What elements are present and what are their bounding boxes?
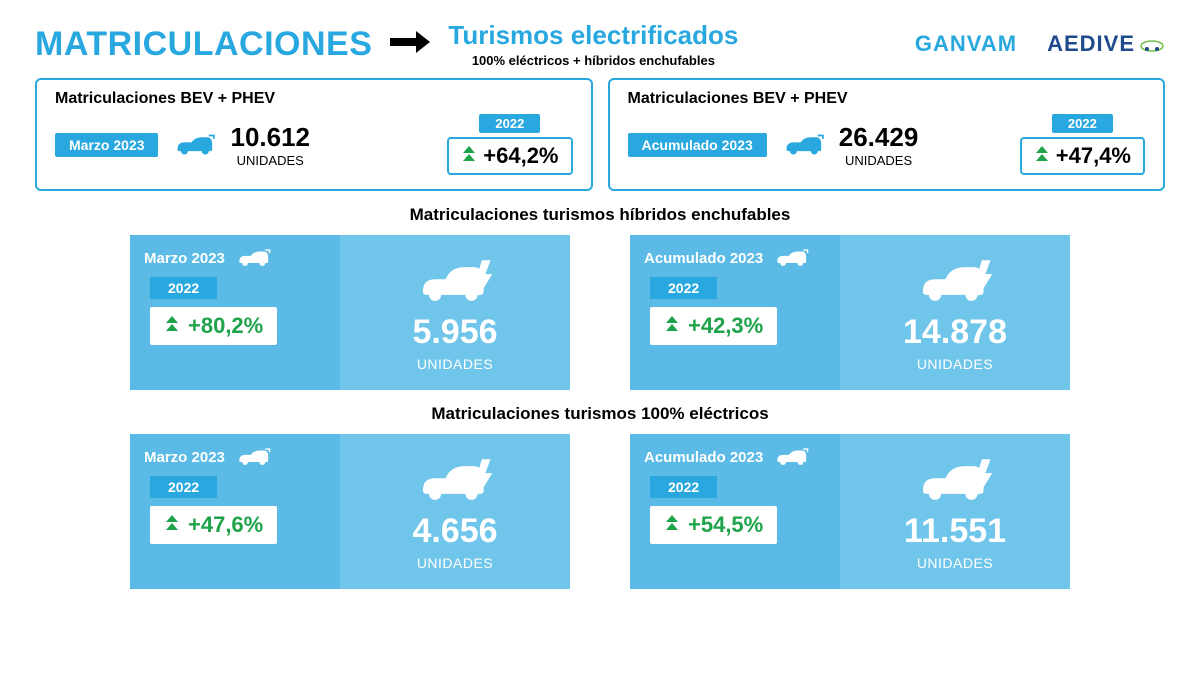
ev-car-icon	[172, 132, 216, 158]
card-period: Marzo 2023	[144, 247, 330, 269]
card-bev-march: Marzo 2023 2022 +47,6% 4.656 UNIDADES	[130, 434, 570, 589]
car-bolt-icon	[916, 452, 994, 508]
kpi-number: 10.612	[230, 122, 310, 153]
card-right: 4.656 UNIDADES	[340, 434, 570, 589]
car-bolt-icon	[916, 253, 994, 309]
card-units: 11.551	[904, 512, 1006, 551]
growth-value: +64,2%	[483, 143, 558, 169]
kpi-units: 26.429 UNIDADES	[839, 122, 919, 168]
kpi-units-label: UNIDADES	[230, 153, 310, 168]
card-units: 5.956	[412, 313, 497, 352]
card-period-text: Marzo 2023	[144, 250, 225, 267]
card-growth: +47,6%	[150, 506, 277, 544]
growth-value: +42,3%	[688, 313, 763, 339]
arrow-icon	[390, 28, 430, 60]
card-left: Marzo 2023 2022 +47,6%	[130, 434, 340, 589]
card-row-phev: Marzo 2023 2022 +80,2% 5.956 UNIDADES Ac…	[35, 235, 1165, 390]
up-arrows-icon	[164, 515, 180, 535]
subtitle-block: Turismos electrificados 100% eléctricos …	[448, 20, 738, 68]
card-period-text: Acumulado 2023	[644, 449, 763, 466]
car-icon	[1139, 36, 1165, 52]
card-row-bev: Marzo 2023 2022 +47,6% 4.656 UNIDADES Ac…	[35, 434, 1165, 589]
up-arrows-icon	[664, 515, 680, 535]
kpi-units: 10.612 UNIDADES	[230, 122, 310, 168]
compare-box: 2022 +64,2%	[447, 114, 572, 175]
logo-aedive: AEDIVE	[1047, 31, 1165, 57]
kpi-inner: Marzo 2023 10.612 UNIDADES 2022 +64,2%	[55, 114, 573, 175]
period-pill: Marzo 2023	[55, 133, 158, 157]
year-pill: 2022	[1052, 114, 1113, 133]
card-units-label: UNIDADES	[417, 356, 493, 372]
card-units: 4.656	[412, 512, 497, 551]
card-period: Acumulado 2023	[644, 247, 830, 269]
card-growth: +80,2%	[150, 307, 277, 345]
ev-car-icon	[781, 132, 825, 158]
main-title: MATRICULACIONES	[35, 25, 372, 64]
card-phev-march: Marzo 2023 2022 +80,2% 5.956 UNIDADES	[130, 235, 570, 390]
logo-ganvam: GANVAM	[915, 31, 1017, 57]
card-growth: +42,3%	[650, 307, 777, 345]
card-right: 14.878 UNIDADES	[840, 235, 1070, 390]
card-period: Marzo 2023	[144, 446, 330, 468]
card-period-text: Marzo 2023	[144, 449, 225, 466]
card-left: Acumulado 2023 2022 +42,3%	[630, 235, 840, 390]
section-title-phev: Matriculaciones turismos híbridos enchuf…	[35, 205, 1165, 225]
up-arrows-icon	[1034, 146, 1050, 166]
logo-aedive-text: AEDIVE	[1047, 31, 1135, 57]
growth-value: +54,5%	[688, 512, 763, 538]
card-left: Marzo 2023 2022 +80,2%	[130, 235, 340, 390]
card-year: 2022	[650, 476, 717, 498]
card-bev-acc: Acumulado 2023 2022 +54,5% 11.551 UNIDAD…	[630, 434, 1070, 589]
growth-value: +80,2%	[188, 313, 263, 339]
growth-box: +64,2%	[447, 137, 572, 175]
kpi-label: Matriculaciones BEV + PHEV	[628, 90, 1146, 108]
growth-value: +47,4%	[1056, 143, 1131, 169]
year-pill: 2022	[479, 114, 540, 133]
card-year: 2022	[150, 476, 217, 498]
card-units-label: UNIDADES	[917, 555, 993, 571]
card-growth: +54,5%	[650, 506, 777, 544]
card-period: Acumulado 2023	[644, 446, 830, 468]
growth-value: +47,6%	[188, 512, 263, 538]
car-bolt-icon	[416, 253, 494, 309]
kpi-row: Matriculaciones BEV + PHEV Marzo 2023 10…	[35, 78, 1165, 191]
up-arrows-icon	[164, 316, 180, 336]
up-arrows-icon	[461, 146, 477, 166]
kpi-number: 26.429	[839, 122, 919, 153]
kpi-box-march: Matriculaciones BEV + PHEV Marzo 2023 10…	[35, 78, 593, 191]
card-phev-acc: Acumulado 2023 2022 +42,3% 14.878 UNIDAD…	[630, 235, 1070, 390]
ev-car-icon	[773, 446, 809, 468]
card-units-label: UNIDADES	[917, 356, 993, 372]
card-right: 5.956 UNIDADES	[340, 235, 570, 390]
ev-car-icon	[235, 247, 271, 269]
card-period-text: Acumulado 2023	[644, 250, 763, 267]
header: MATRICULACIONES Turismos electrificados …	[35, 20, 1165, 68]
growth-box: +47,4%	[1020, 137, 1145, 175]
kpi-label: Matriculaciones BEV + PHEV	[55, 90, 573, 108]
ev-car-icon	[235, 446, 271, 468]
section-title-bev: Matriculaciones turismos 100% eléctricos	[35, 404, 1165, 424]
card-year: 2022	[650, 277, 717, 299]
subtitle-small: 100% eléctricos + híbridos enchufables	[448, 53, 738, 68]
card-year: 2022	[150, 277, 217, 299]
up-arrows-icon	[664, 316, 680, 336]
kpi-box-acc: Matriculaciones BEV + PHEV Acumulado 202…	[608, 78, 1166, 191]
compare-box: 2022 +47,4%	[1020, 114, 1145, 175]
kpi-units-label: UNIDADES	[839, 153, 919, 168]
card-units-label: UNIDADES	[417, 555, 493, 571]
subtitle: Turismos electrificados	[448, 20, 738, 51]
logos: GANVAM AEDIVE	[915, 31, 1165, 57]
card-right: 11.551 UNIDADES	[840, 434, 1070, 589]
card-units: 14.878	[903, 313, 1007, 352]
car-bolt-icon	[416, 452, 494, 508]
kpi-inner: Acumulado 2023 26.429 UNIDADES 2022 +47,…	[628, 114, 1146, 175]
period-pill: Acumulado 2023	[628, 133, 767, 157]
card-left: Acumulado 2023 2022 +54,5%	[630, 434, 840, 589]
ev-car-icon	[773, 247, 809, 269]
